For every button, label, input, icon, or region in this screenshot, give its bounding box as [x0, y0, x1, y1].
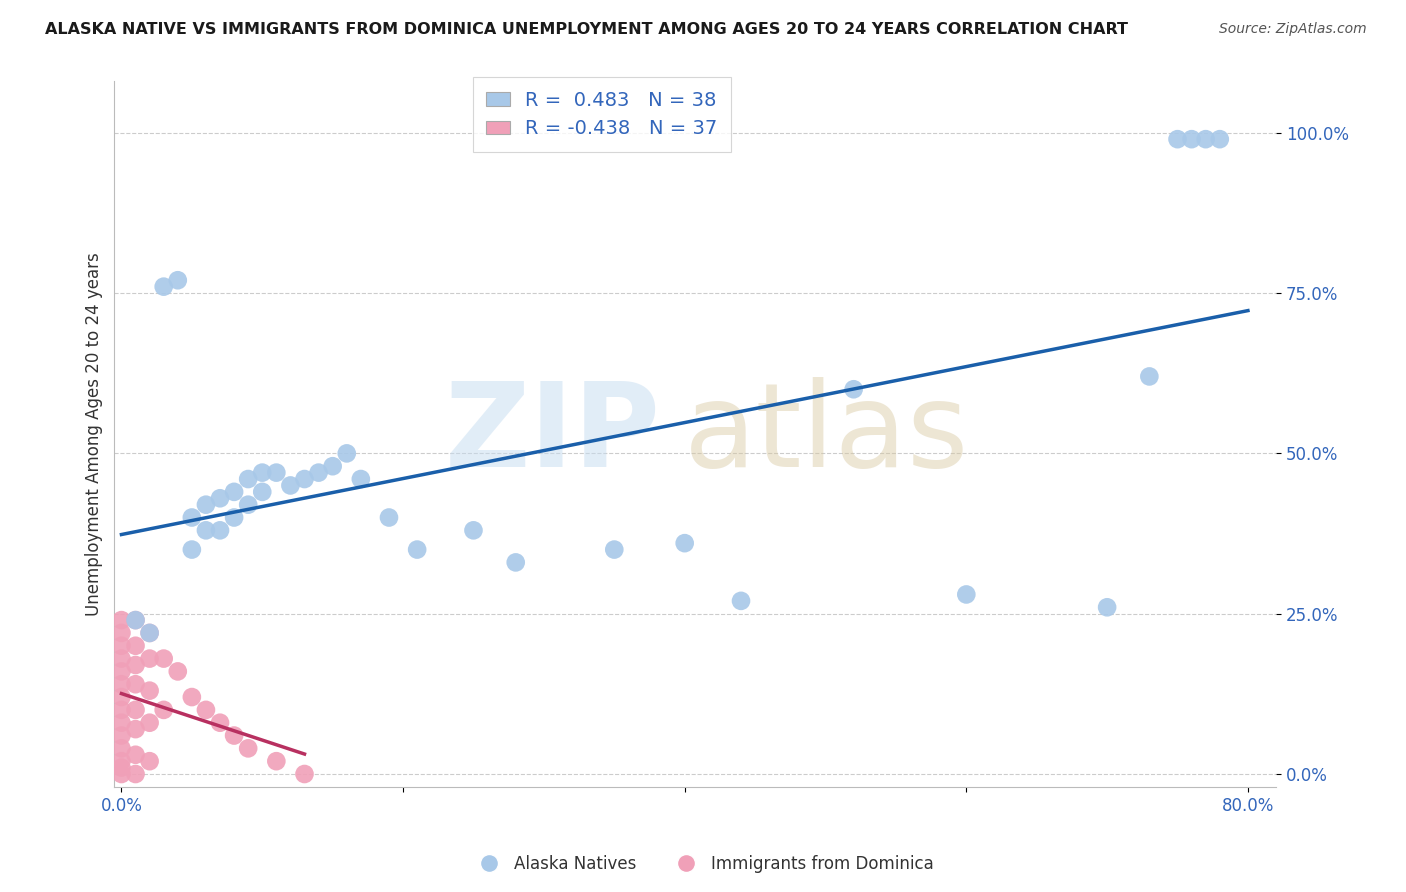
Point — [152, 651, 174, 665]
Point — [110, 690, 132, 704]
Point — [1195, 132, 1218, 146]
Point — [138, 651, 160, 665]
Text: Source: ZipAtlas.com: Source: ZipAtlas.com — [1219, 22, 1367, 37]
Point — [110, 651, 132, 665]
Point — [336, 446, 359, 460]
Point — [124, 613, 146, 627]
Point — [110, 703, 132, 717]
Point — [208, 715, 231, 730]
Point — [266, 466, 288, 480]
Point — [463, 524, 485, 538]
Point — [1209, 132, 1232, 146]
Point — [110, 754, 132, 768]
Point — [673, 536, 696, 550]
Point — [110, 715, 132, 730]
Point — [124, 613, 146, 627]
Point — [124, 639, 146, 653]
Point — [1167, 132, 1189, 146]
Point — [152, 703, 174, 717]
Point — [110, 665, 132, 679]
Point — [322, 459, 344, 474]
Point — [294, 767, 316, 781]
Point — [124, 677, 146, 691]
Point — [730, 594, 752, 608]
Point — [224, 729, 246, 743]
Point — [238, 741, 260, 756]
Point — [110, 761, 132, 775]
Point — [110, 639, 132, 653]
Point — [110, 626, 132, 640]
Point — [1181, 132, 1204, 146]
Point — [842, 382, 865, 396]
Point — [1137, 369, 1160, 384]
Point — [603, 542, 626, 557]
Legend: Alaska Natives, Immigrants from Dominica: Alaska Natives, Immigrants from Dominica — [465, 848, 941, 880]
Point — [208, 491, 231, 506]
Point — [152, 279, 174, 293]
Text: ZIP: ZIP — [444, 376, 661, 491]
Point — [406, 542, 429, 557]
Point — [124, 658, 146, 673]
Point — [1095, 600, 1118, 615]
Point — [194, 524, 217, 538]
Point — [110, 741, 132, 756]
Point — [124, 703, 146, 717]
Point — [138, 754, 160, 768]
Point — [308, 466, 330, 480]
Text: atlas: atlas — [683, 376, 969, 491]
Point — [138, 626, 160, 640]
Point — [180, 510, 202, 524]
Point — [124, 747, 146, 762]
Point — [138, 626, 160, 640]
Text: ALASKA NATIVE VS IMMIGRANTS FROM DOMINICA UNEMPLOYMENT AMONG AGES 20 TO 24 YEARS: ALASKA NATIVE VS IMMIGRANTS FROM DOMINIC… — [45, 22, 1128, 37]
Point — [194, 703, 217, 717]
Legend: R =  0.483   N = 38, R = -0.438   N = 37: R = 0.483 N = 38, R = -0.438 N = 37 — [472, 77, 731, 152]
Point — [238, 498, 260, 512]
Point — [224, 510, 246, 524]
Point — [252, 466, 274, 480]
Point — [166, 665, 188, 679]
Point — [955, 587, 977, 601]
Point — [194, 498, 217, 512]
Point — [505, 555, 527, 569]
Point — [110, 767, 132, 781]
Y-axis label: Unemployment Among Ages 20 to 24 years: Unemployment Among Ages 20 to 24 years — [86, 252, 103, 616]
Point — [350, 472, 373, 486]
Point — [180, 690, 202, 704]
Point — [208, 524, 231, 538]
Point — [166, 273, 188, 287]
Point — [180, 542, 202, 557]
Point — [138, 715, 160, 730]
Point — [138, 683, 160, 698]
Point — [238, 472, 260, 486]
Point — [280, 478, 302, 492]
Point — [252, 484, 274, 499]
Point — [294, 472, 316, 486]
Point — [124, 722, 146, 736]
Point — [266, 754, 288, 768]
Point — [110, 677, 132, 691]
Point — [124, 767, 146, 781]
Point — [110, 613, 132, 627]
Point — [110, 729, 132, 743]
Point — [224, 484, 246, 499]
Point — [378, 510, 401, 524]
